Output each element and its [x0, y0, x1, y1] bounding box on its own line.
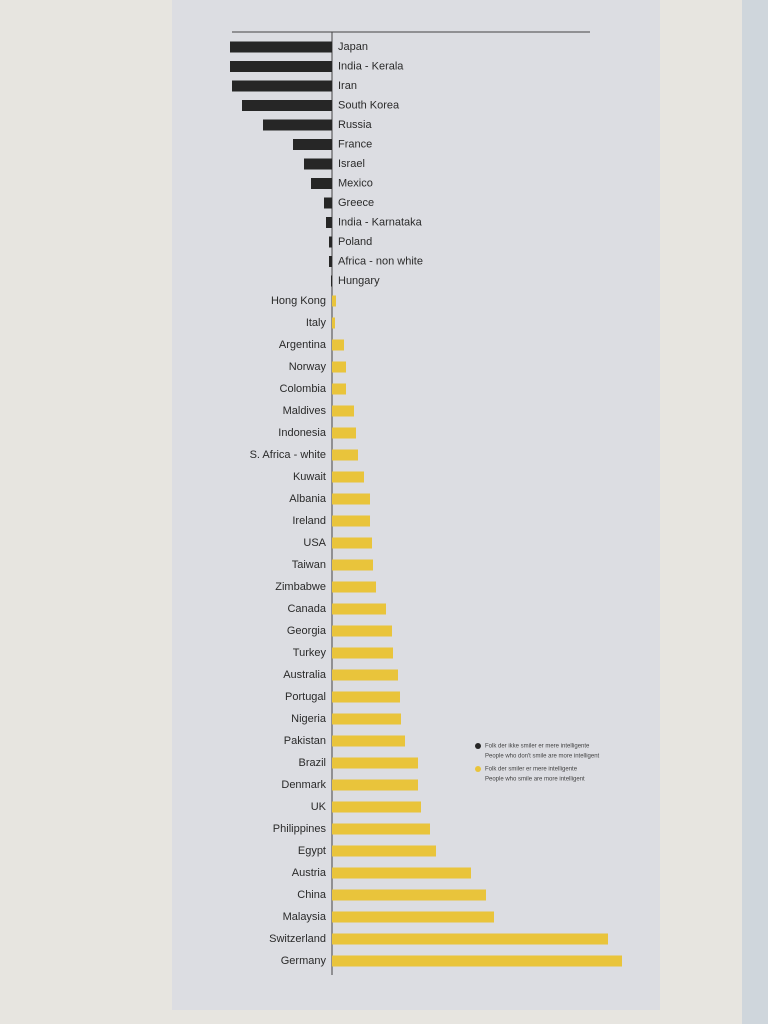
bar [332, 361, 346, 373]
category-label: Zimbabwe [275, 581, 326, 593]
bar [332, 823, 430, 835]
bar [332, 427, 356, 439]
category-label: Brazil [298, 757, 326, 769]
bar [332, 735, 405, 747]
category-label: S. Africa - white [250, 449, 326, 461]
category-label: Hungary [338, 275, 380, 287]
bar [332, 867, 471, 879]
bar [332, 889, 486, 901]
legend-label: Folk der ikke smiler er mere intelligent… [485, 744, 590, 750]
bar [332, 515, 370, 527]
category-label: Australia [283, 669, 327, 681]
category-label: Turkey [293, 647, 327, 659]
category-label: Albania [289, 493, 327, 505]
category-label: Portugal [285, 691, 326, 703]
bar [332, 295, 336, 307]
category-label: Egypt [298, 845, 326, 857]
bar [332, 405, 354, 417]
bar [324, 197, 332, 209]
bar [332, 383, 346, 395]
category-label: South Korea [338, 99, 400, 111]
bar [332, 955, 622, 967]
category-label: Japan [338, 41, 368, 53]
bar [232, 80, 332, 92]
category-label: Kuwait [293, 471, 326, 483]
category-label: India - Kerala [338, 60, 404, 72]
bar [329, 256, 332, 267]
category-label: Taiwan [292, 559, 326, 571]
legend-translation: People who smile are more intelligent [485, 777, 585, 783]
category-label: Poland [338, 236, 372, 248]
bar [332, 713, 401, 725]
category-label: Russia [338, 119, 373, 131]
bar [332, 691, 400, 703]
bar [332, 471, 364, 483]
bar [332, 911, 494, 923]
bar [230, 61, 332, 72]
category-label: Nigeria [291, 713, 327, 725]
category-label: Norway [289, 361, 327, 373]
category-label: Hong Kong [271, 295, 326, 307]
category-label: Argentina [279, 339, 327, 351]
category-label: Germany [281, 955, 327, 967]
legend-swatch [475, 766, 481, 772]
category-label: Indonesia [278, 427, 327, 439]
category-label: Denmark [281, 779, 326, 791]
bar [263, 119, 332, 131]
bar [332, 757, 418, 769]
poster [172, 0, 660, 1010]
bar [326, 217, 332, 228]
bar [311, 178, 332, 189]
category-label: France [338, 138, 372, 150]
bar [332, 339, 344, 351]
bar [242, 100, 332, 111]
bar [332, 933, 608, 945]
category-label: Greece [338, 197, 374, 209]
bar [332, 669, 398, 681]
bar [332, 625, 392, 637]
category-label: UK [311, 801, 327, 813]
bar [332, 317, 335, 329]
bar [332, 845, 436, 857]
bar [332, 779, 418, 791]
bar [332, 801, 421, 813]
category-label: USA [303, 537, 326, 549]
category-label: Ireland [292, 515, 326, 527]
bar [332, 647, 393, 659]
category-label: Africa - non white [338, 255, 423, 267]
legend-label: Folk der smiler er mere intelligente [485, 767, 578, 773]
category-label: China [297, 889, 327, 901]
window-edge [742, 0, 768, 1024]
category-label: Malaysia [283, 911, 327, 923]
category-label: Italy [306, 317, 327, 329]
bar [230, 41, 332, 53]
category-label: Canada [287, 603, 326, 615]
bar [332, 559, 373, 571]
legend-swatch [475, 743, 481, 749]
category-label: Philippines [273, 823, 327, 835]
bar [304, 158, 332, 170]
category-label: India - Karnataka [338, 216, 423, 228]
category-label: Maldives [283, 405, 327, 417]
bar [332, 493, 370, 505]
legend-translation: People who don't smile are more intellig… [485, 754, 600, 760]
category-label: Iran [338, 80, 357, 92]
category-label: Israel [338, 158, 365, 170]
category-label: Mexico [338, 177, 373, 189]
category-label: Colombia [280, 383, 327, 395]
category-label: Georgia [287, 625, 327, 637]
bar [331, 275, 332, 287]
bar [332, 449, 358, 461]
bar [329, 236, 332, 248]
bar [293, 139, 332, 150]
bar [332, 537, 372, 549]
category-label: Austria [292, 867, 327, 879]
category-label: Pakistan [284, 735, 326, 747]
bar [332, 581, 376, 593]
category-label: Switzerland [269, 933, 326, 945]
bar [332, 603, 386, 615]
